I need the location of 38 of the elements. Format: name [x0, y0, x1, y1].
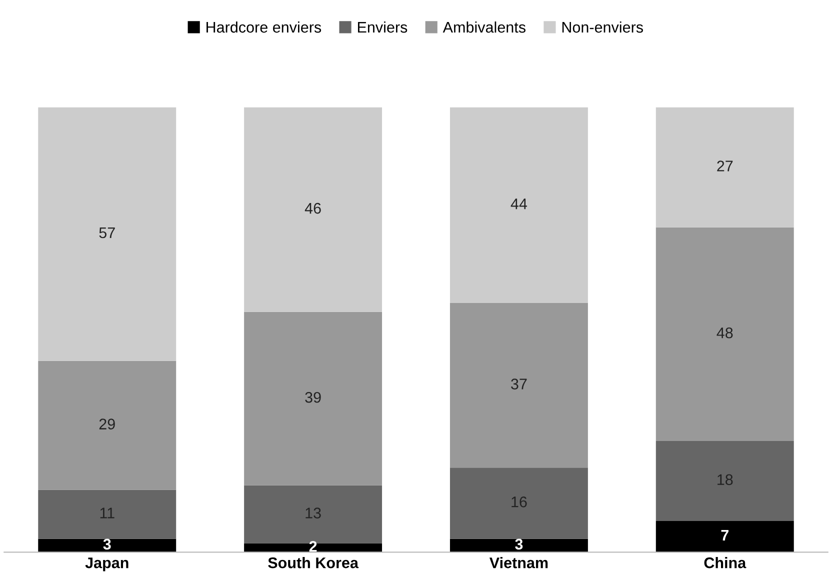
legend-label: Non-enviers — [562, 21, 643, 33]
x-tick-label: Vietnam — [489, 557, 548, 568]
bar — [244, 312, 382, 486]
bar — [38, 538, 176, 552]
bar — [656, 440, 794, 522]
data-label: 11 — [100, 508, 114, 518]
bar — [38, 360, 176, 490]
data-label: 37 — [511, 378, 527, 390]
bar — [656, 521, 794, 552]
bar — [450, 107, 588, 304]
data-label: 39 — [305, 392, 321, 403]
data-label: 44 — [510, 198, 528, 210]
x-tick-label: South Korea — [268, 557, 359, 568]
data-label: 7 — [721, 530, 728, 541]
data-label: 29 — [99, 418, 115, 430]
data-label: 48 — [716, 327, 733, 338]
data-label: 18 — [718, 474, 733, 486]
data-label: 27 — [717, 160, 733, 172]
bar — [244, 107, 382, 312]
bar — [38, 107, 176, 361]
legend-label: Enviers — [358, 21, 408, 33]
bar — [450, 468, 588, 539]
legend-label: Ambivalents — [442, 21, 526, 33]
x-tick-label: China — [704, 557, 746, 568]
data-label: 3 — [103, 538, 111, 550]
bar — [450, 538, 588, 552]
legend-label: Hardcore enviers — [206, 21, 322, 33]
bar — [656, 107, 794, 228]
data-label: 2 — [309, 540, 317, 552]
data-label: 16 — [512, 496, 527, 508]
bar — [38, 490, 176, 539]
bar — [656, 227, 794, 441]
data-label: 13 — [306, 508, 321, 518]
x-tick-label: Japan — [85, 558, 128, 572]
data-label: 46 — [304, 202, 321, 214]
data-label: 57 — [99, 228, 115, 238]
bar — [450, 303, 588, 468]
data-label: 3 — [515, 538, 523, 550]
